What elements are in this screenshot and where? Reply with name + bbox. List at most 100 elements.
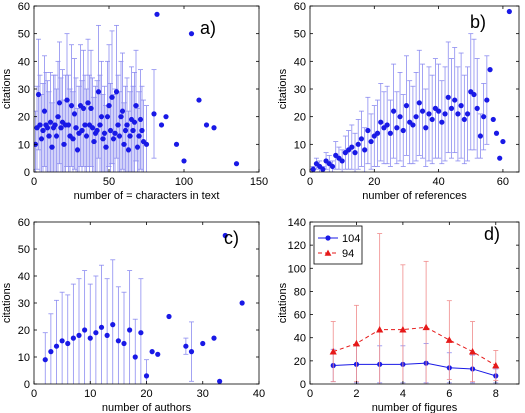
data-point [46, 133, 52, 139]
data-point [423, 125, 429, 131]
data-point [116, 133, 123, 139]
data-point [97, 122, 103, 128]
data-point [452, 97, 458, 103]
data-point [384, 122, 390, 128]
data-point [87, 335, 93, 341]
data-point [98, 114, 105, 120]
data-point [474, 105, 480, 111]
data-point [149, 349, 155, 355]
data-point [445, 94, 451, 100]
data-point [41, 108, 48, 114]
data-point [399, 326, 407, 333]
data-point [203, 122, 210, 128]
y-tick-label: 40 [18, 271, 30, 283]
data-point [461, 116, 467, 123]
y-tick-label: 50 [18, 29, 30, 41]
y-tick-label: 0 [300, 167, 306, 179]
data-point [143, 373, 150, 379]
y-tick-label: 60 [18, 1, 30, 13]
data-point [442, 111, 448, 117]
data-point [79, 127, 85, 134]
data-point [448, 105, 455, 111]
y-tick-label: 140 [288, 217, 306, 229]
data-point [155, 351, 161, 357]
data-point [74, 147, 81, 153]
data-point [426, 111, 432, 117]
data-point [70, 335, 76, 341]
y-tick-label: 10 [18, 352, 30, 364]
legend-box [313, 225, 363, 265]
data-point [391, 108, 397, 114]
data-point [173, 141, 180, 147]
data-point [481, 114, 487, 120]
data-point [422, 323, 430, 331]
data-point [70, 136, 76, 142]
y-tick-label: 60 [18, 217, 30, 229]
data-point [76, 332, 82, 338]
data-point [374, 130, 381, 136]
x-tick-label: 8 [493, 388, 499, 400]
data-point [413, 114, 419, 120]
data-point [436, 108, 442, 114]
data-point [233, 161, 240, 167]
data-point [83, 133, 90, 139]
data-point [188, 349, 195, 355]
data-point [211, 335, 217, 341]
data-point [139, 127, 145, 134]
data-point [138, 330, 144, 336]
data-point [217, 378, 223, 384]
data-point [93, 330, 99, 336]
data-point [487, 67, 493, 73]
data-point [137, 116, 144, 123]
data-point [68, 103, 75, 109]
data-point [118, 114, 124, 120]
data-point [98, 324, 105, 330]
data-point [100, 136, 106, 142]
data-point [445, 336, 453, 343]
y-tick-label: 80 [294, 286, 306, 298]
panel-letter: c) [224, 228, 239, 248]
data-point [368, 138, 374, 145]
data-point [163, 114, 169, 120]
data-point [110, 322, 116, 328]
data-point [387, 130, 393, 136]
panel-letter: a) [200, 18, 216, 38]
data-point [131, 119, 138, 125]
data-point [104, 332, 110, 338]
data-point [455, 111, 461, 117]
data-point [65, 122, 72, 128]
data-point [239, 300, 245, 306]
data-point [429, 116, 435, 123]
data-point [53, 343, 60, 349]
data-point [471, 91, 477, 98]
y-tick-label: 0 [300, 379, 306, 391]
data-point [71, 111, 78, 117]
data-point [107, 127, 114, 134]
data-point [376, 326, 384, 333]
x-tick-label: 30 [197, 388, 209, 400]
y-tick-label: 40 [294, 56, 306, 68]
legend-marker [324, 249, 332, 256]
x-tick-label: 40 [253, 388, 265, 400]
data-point [121, 141, 127, 147]
data-point [89, 125, 96, 131]
data-point [91, 138, 97, 145]
data-point [492, 361, 500, 369]
x-tick-label: 4 [400, 388, 406, 400]
data-point [136, 133, 142, 139]
y-tick-label: 30 [294, 84, 306, 96]
data-point [49, 144, 55, 150]
data-point [188, 31, 195, 37]
data-point [47, 119, 54, 125]
x-tick-label: 0 [307, 176, 313, 188]
x-tick-label: 20 [368, 176, 380, 188]
data-point [166, 313, 172, 320]
data-point [329, 348, 337, 355]
plot-area [310, 8, 512, 172]
x-tick-label: 60 [497, 176, 509, 188]
data-point [82, 327, 88, 333]
data-point [106, 103, 112, 109]
y-tick-label: 0 [24, 167, 30, 179]
y-tick-label: 40 [294, 333, 306, 345]
